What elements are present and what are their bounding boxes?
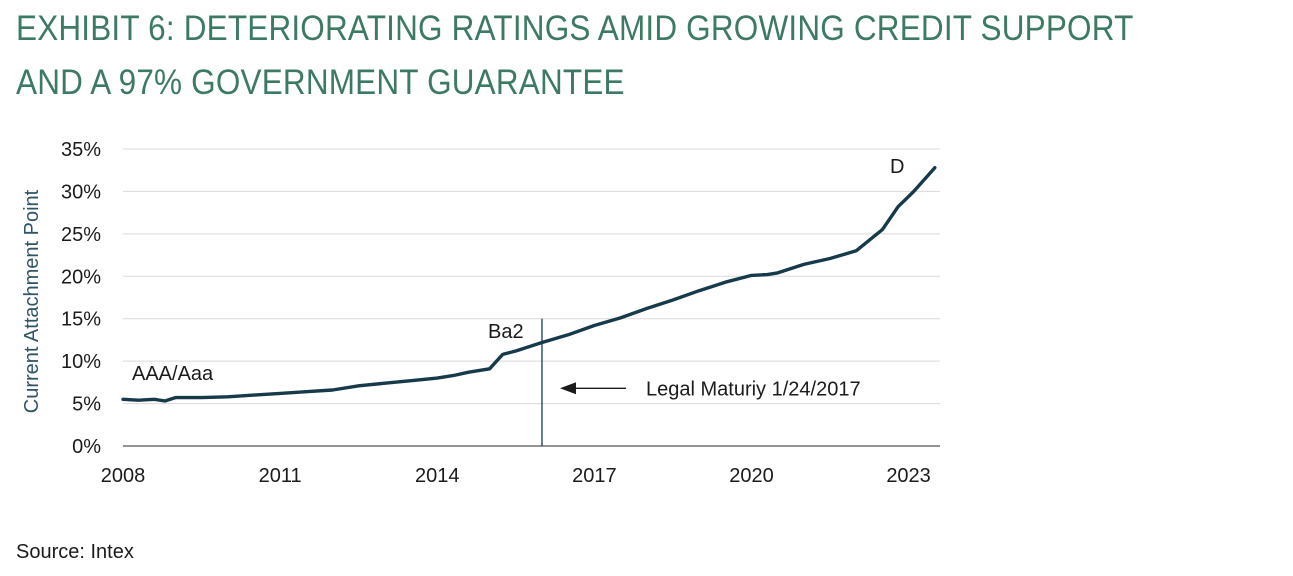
line-chart: 0% 5% 10% 15% 20% 25% 30% 35% 2008 2011 2014 2017 20…	[21, 139, 940, 487]
annotation-end-rating: D	[890, 156, 904, 178]
series-line	[121, 166, 937, 403]
x-tick-label: 2014	[415, 465, 460, 487]
x-tick-label: 2011	[259, 465, 302, 487]
x-tick-label: 2023	[886, 465, 931, 487]
annotation-mid-rating: Ba2	[488, 321, 524, 343]
annotation-start-rating: AAA/Aaa	[132, 363, 214, 385]
x-tick-label: 2017	[572, 465, 617, 487]
annotation-maturity-label: Legal Maturiy 1/24/2017	[646, 378, 861, 400]
y-tick-label: 25%	[61, 224, 101, 246]
y-tick-label: 10%	[61, 351, 101, 373]
maturity-arrow-head	[560, 382, 576, 395]
x-tick-label: 2008	[101, 465, 146, 487]
y-tick-label: 0%	[72, 436, 101, 458]
y-tick-label: 30%	[61, 181, 101, 203]
y-tick-label: 35%	[61, 139, 101, 161]
source-note: Source: Intex	[16, 541, 134, 563]
y-axis-label: Current Attachment Point	[21, 189, 43, 413]
x-tick-label: 2020	[729, 465, 774, 487]
y-tick-label: 20%	[61, 266, 101, 288]
y-tick-label: 5%	[72, 394, 101, 416]
chart: 0% 5% 10% 15% 20% 25% 30% 35% 2008 2011 2014 2017 20…	[0, 120, 960, 500]
y-tick-label: 15%	[61, 309, 101, 331]
exhibit-title: EXHIBIT 6: DETERIORATING RATINGS AMID GR…	[16, 9, 1133, 102]
